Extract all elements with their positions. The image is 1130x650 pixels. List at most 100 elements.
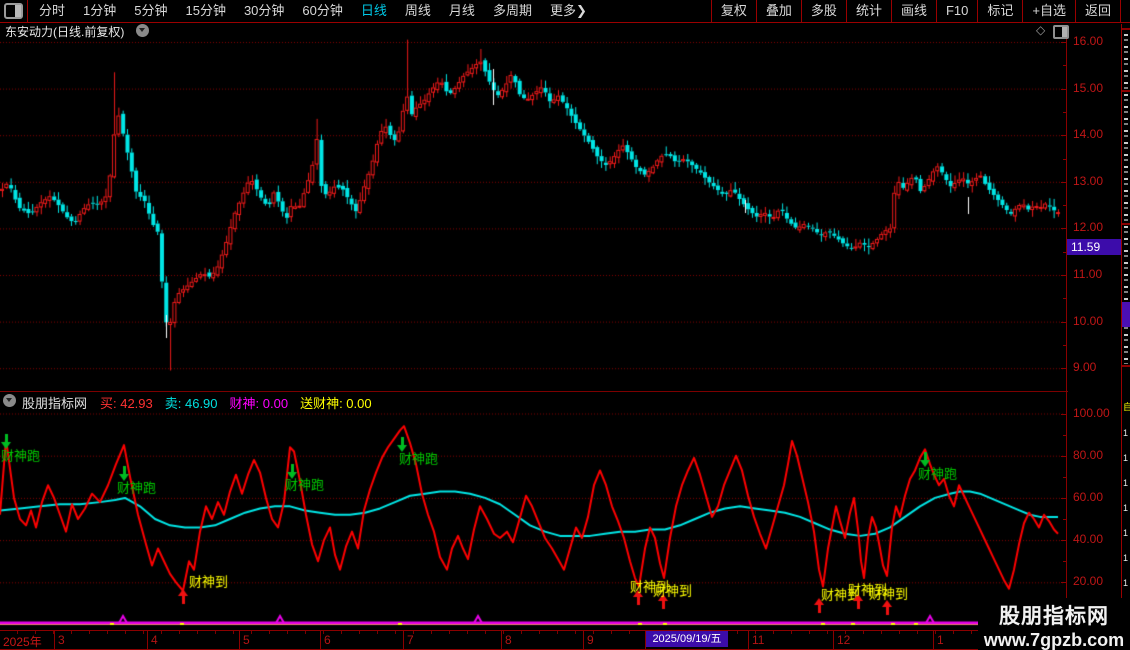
price-label-0: 16.00 (1073, 34, 1104, 48)
toolbar-period-6[interactable]: 日线 (360, 3, 387, 18)
date-month-label-2: 5 (243, 633, 250, 647)
right-strip-char: 1 (1123, 478, 1129, 488)
axis-tick (1063, 158, 1066, 160)
right-strip-char: 1 (1123, 578, 1129, 588)
date-month-label-9: 1 (937, 633, 944, 647)
axis-tick (1063, 298, 1066, 300)
date-minor-ticks (0, 631, 1068, 634)
right-strip-divider (1122, 223, 1130, 225)
indicator-field-1: 卖: 46.90 (164, 396, 218, 411)
date-divider (147, 631, 148, 649)
toolbar-action-5[interactable]: F10 (935, 0, 977, 22)
right-strip-divider (1122, 365, 1130, 367)
date-divider (933, 631, 934, 649)
price-label-6: 10.00 (1073, 313, 1104, 328)
collapse-indicator-icon[interactable] (3, 394, 16, 407)
axis-tick (1061, 455, 1066, 457)
date-divider (645, 631, 646, 649)
price-label-3: 13.00 (1073, 173, 1104, 188)
watermark-url: www.7gpzb.com (983, 630, 1125, 650)
axis-tick (1061, 413, 1066, 415)
right-strip-char: 1 (1123, 503, 1129, 513)
toolbar-period-0[interactable]: 分时 (39, 3, 66, 18)
axis-tick (1063, 519, 1066, 520)
price-label-7: 9.00 (1073, 360, 1097, 375)
axis-tick (1061, 135, 1066, 137)
date-divider (239, 631, 240, 649)
chevron-down-icon[interactable] (136, 24, 149, 37)
top-toolbar: 分时 1分钟 5分钟 15分钟 30分钟 60分钟 日线 周线 月线 多周期 更多❯ 复权 叠加 多股统… (0, 0, 1130, 23)
date-divider (54, 631, 55, 649)
indicator-source: 股朋指标网 (22, 396, 88, 411)
layout-toggle-icon[interactable] (0, 0, 28, 22)
date-highlight: 2025/09/19/五 (646, 631, 728, 647)
toolbar-action-7[interactable]: +自选 (1022, 0, 1075, 22)
axis-tick (1061, 497, 1066, 499)
axis-tick (1063, 434, 1066, 436)
date-month-label-0: 3 (58, 633, 65, 647)
axis-tick (1061, 368, 1066, 370)
panel-separator (0, 391, 1068, 392)
axis-tick (1063, 476, 1066, 478)
date-month-label-4: 7 (407, 633, 414, 647)
axis-tick (1061, 321, 1066, 323)
indicator-axis-label-0: 100.00 (1073, 405, 1110, 420)
axis-tick (1063, 205, 1066, 207)
panel-layout-icon[interactable] (1053, 25, 1069, 39)
chart-title: 东安动力(日线.前复权) (5, 25, 125, 39)
date-month-label-1: 4 (151, 633, 158, 647)
toolbar-action-3[interactable]: 统计 (845, 0, 891, 22)
right-strip-marker (1122, 302, 1130, 327)
date-divider (320, 631, 321, 649)
toolbar-period-8[interactable]: 月线 (448, 3, 475, 18)
date-divider (583, 631, 584, 649)
toolbar-period-4[interactable]: 30分钟 (243, 3, 285, 18)
indicator-axis-label-1: 80.00 (1073, 447, 1104, 462)
toolbar-period-2[interactable]: 5分钟 (134, 3, 168, 18)
axis-tick (1061, 275, 1066, 276)
right-strip-texture (1124, 34, 1128, 364)
toolbar-period-9[interactable]: 多周期 (492, 3, 532, 18)
indicator-header: 股朋指标网 买: 42.93 卖: 46.90 财神: 0.00 送财神: 0.00 (0, 393, 1068, 412)
watermark-site-name: 股朋指标网 (999, 605, 1109, 628)
axis-tick (1063, 65, 1066, 67)
indicator-axis-label-4: 20.00 (1073, 574, 1104, 589)
toolbar-period-7[interactable]: 周线 (404, 3, 431, 18)
date-month-label-7: 11 (752, 633, 765, 647)
toolbar-action-0[interactable]: 复权 (710, 0, 756, 22)
indicator-chart[interactable] (0, 410, 1068, 630)
date-divider (403, 631, 404, 649)
indicator-axis-label-2: 60.00 (1073, 489, 1104, 504)
toolbar-action-4[interactable]: 画线 (890, 0, 936, 22)
indicator-values: 买: 42.93 卖: 46.90 财神: 0.00 送财神: 0.00 (100, 393, 372, 412)
axis-tick (1061, 88, 1066, 90)
date-month-label-5: 8 (505, 633, 512, 647)
right-strip-char: 1 (1123, 528, 1129, 538)
toolbar-period-5[interactable]: 60分钟 (302, 3, 343, 18)
toolbar-action-1[interactable]: 叠加 (755, 0, 801, 22)
right-strip-char: 1 (1123, 428, 1129, 438)
date-month-label-6: 9 (587, 633, 594, 647)
axis-tick (1063, 561, 1066, 563)
toolbar-action-8[interactable]: 返回 (1074, 0, 1120, 22)
indicator-field-3: 送财神: 0.00 (300, 396, 372, 411)
date-divider (833, 631, 834, 649)
axis-tick (1061, 540, 1066, 542)
right-strip-divider (1122, 28, 1130, 30)
date-year-label: 2025年 (3, 635, 42, 649)
right-edge-strip[interactable]: 自 1 1 1 1 1 1 1 (1121, 24, 1130, 650)
toolbar-period-10[interactable]: 更多❯ (549, 3, 587, 18)
toolbar-action-6[interactable]: 标记 (977, 0, 1022, 22)
date-axis[interactable]: 2025年 3 4 5 6 7 8 9 11 12 1 2025/09/19/五 (0, 630, 1068, 650)
toolbar-period-3[interactable]: 15分钟 (185, 3, 226, 18)
candlestick-chart[interactable] (0, 30, 1068, 392)
price-label-2: 14.00 (1073, 127, 1104, 142)
toolbar-period-1[interactable]: 1分钟 (83, 3, 117, 18)
watermark: 股朋指标网 www.7gpzb.com (978, 598, 1130, 650)
toolbar-action-2[interactable]: 多股 (800, 0, 846, 22)
price-label-4: 12.00 (1073, 220, 1104, 235)
axis-tick (1063, 251, 1066, 253)
diamond-icon[interactable]: ◇ (1036, 23, 1046, 37)
date-month-label-3: 6 (324, 633, 331, 647)
